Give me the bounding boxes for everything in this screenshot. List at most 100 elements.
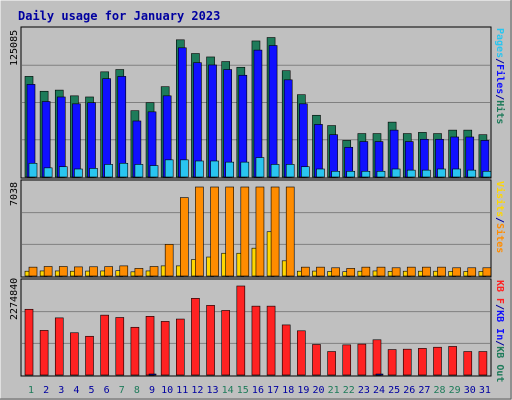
- x-axis-label: 15: [237, 385, 249, 396]
- files-bar: [283, 79, 293, 178]
- kb-f-bar: [160, 321, 170, 376]
- pages-bar: [376, 170, 386, 178]
- kb-f-bar: [251, 305, 261, 376]
- x-axis-label: 8: [134, 385, 140, 396]
- pages-bar: [119, 162, 129, 178]
- x-axis-labels: 1 2 3 4 5 6 7 8 9 10 11 12 13 14 15 16 17 18 19 20 21 22 23 24 2…: [28, 385, 491, 396]
- x-axis-label: 21: [328, 385, 340, 396]
- legend-entry: Hits: [494, 100, 506, 124]
- sites-bar: [134, 268, 144, 277]
- sites-bar: [361, 266, 371, 277]
- sites-bar: [406, 266, 416, 277]
- legend-entry: /: [494, 217, 505, 223]
- files-bar: [299, 103, 308, 178]
- pages-bar: [301, 166, 310, 178]
- kb-f-bar: [312, 344, 321, 376]
- legend-entry: Visits: [494, 181, 506, 217]
- pages-bar: [195, 160, 204, 178]
- panel3-ymax-label: 2274840: [9, 278, 20, 320]
- x-axis-label: 12: [191, 385, 203, 396]
- legend-entry: Pages: [494, 28, 505, 58]
- kb-f-bar: [39, 330, 49, 376]
- files-bar: [87, 102, 96, 178]
- kb-f-bar: [176, 318, 185, 376]
- pages-bar: [482, 170, 492, 178]
- x-axis-label: 7: [119, 385, 125, 396]
- x-axis-label: 27: [418, 385, 430, 396]
- panel1-legend: Pages/Files/Hits: [494, 28, 506, 124]
- x-axis-label: 25: [388, 385, 400, 396]
- sites-bar: [301, 266, 310, 277]
- pages-bar: [89, 168, 98, 178]
- files-bar: [329, 134, 338, 178]
- pages-bar: [104, 164, 113, 178]
- x-axis-label: 29: [449, 385, 461, 396]
- files-bar: [102, 78, 111, 178]
- x-axis-label: 3: [58, 385, 64, 396]
- x-axis-label: 2: [43, 385, 49, 396]
- pages-bar: [422, 169, 431, 178]
- sites-bar: [482, 267, 492, 277]
- chart-title: Daily usage for January 2023: [18, 9, 220, 23]
- kb-f-bar: [402, 348, 412, 376]
- panel3-legend: KB F/KB In/KB Out: [494, 280, 505, 382]
- pages-bar: [255, 157, 265, 178]
- pages-bar: [74, 168, 83, 178]
- sites-bar: [346, 268, 356, 277]
- kb-in-bar: [148, 373, 157, 376]
- panel1-ymax-label: 125085: [9, 30, 20, 66]
- pages-bar: [43, 167, 53, 178]
- x-axis-label: 26: [403, 385, 415, 396]
- sites-bar: [180, 197, 189, 277]
- kb-f-bar: [463, 351, 473, 376]
- x-axis-label: 18: [282, 385, 294, 396]
- kb-f-bar: [478, 351, 488, 376]
- sites-bar: [285, 186, 295, 277]
- bar-marks: [24, 37, 492, 376]
- x-axis-label: 9: [149, 385, 155, 396]
- sites-bar: [119, 265, 129, 277]
- kb-f-bar: [418, 348, 427, 376]
- kb-f-bar: [236, 285, 246, 376]
- kb-f-bar: [145, 316, 155, 376]
- panel2-ymax-label: 7038: [9, 182, 20, 206]
- kb-f-bar: [24, 308, 34, 376]
- kb-f-bar: [100, 314, 109, 376]
- kb-f-bar: [372, 339, 382, 376]
- sites-bar: [28, 266, 38, 277]
- legend-entry: Sites: [494, 223, 506, 253]
- x-axis-label: 17: [267, 385, 279, 396]
- x-axis-label: 22: [343, 385, 355, 396]
- x-axis-label: 14: [222, 385, 234, 396]
- x-axis-label: 28: [433, 385, 445, 396]
- pages-bar: [270, 164, 280, 178]
- pages-bar: [164, 159, 174, 178]
- sites-bar: [331, 267, 340, 277]
- files-bar: [193, 62, 202, 178]
- x-axis-label: 19: [297, 385, 309, 396]
- sites-bar: [43, 266, 53, 277]
- legend-entry: /: [494, 94, 505, 100]
- legend-entry: KB F: [494, 280, 505, 304]
- pages-bar: [467, 169, 477, 178]
- x-axis-label: 4: [73, 385, 79, 396]
- panel2-legend: Visits/Sites: [494, 181, 506, 253]
- x-axis-label: 11: [176, 385, 188, 396]
- legend-entry: /: [494, 304, 505, 310]
- files-bar: [178, 47, 187, 178]
- sites-bar: [437, 266, 446, 277]
- pages-bar: [316, 168, 325, 178]
- pages-bar: [225, 161, 234, 178]
- pages-bar: [28, 162, 38, 178]
- x-axis-label: 31: [479, 385, 491, 396]
- sites-bar: [195, 186, 204, 277]
- kb-f-bar: [206, 305, 215, 376]
- kb-f-bar: [70, 332, 79, 376]
- x-axis-label: 23: [358, 385, 370, 396]
- files-bar: [56, 96, 66, 178]
- sites-bar: [452, 267, 461, 277]
- x-axis-label: 13: [207, 385, 219, 396]
- sites-bar: [210, 186, 219, 277]
- sites-bar: [422, 266, 431, 277]
